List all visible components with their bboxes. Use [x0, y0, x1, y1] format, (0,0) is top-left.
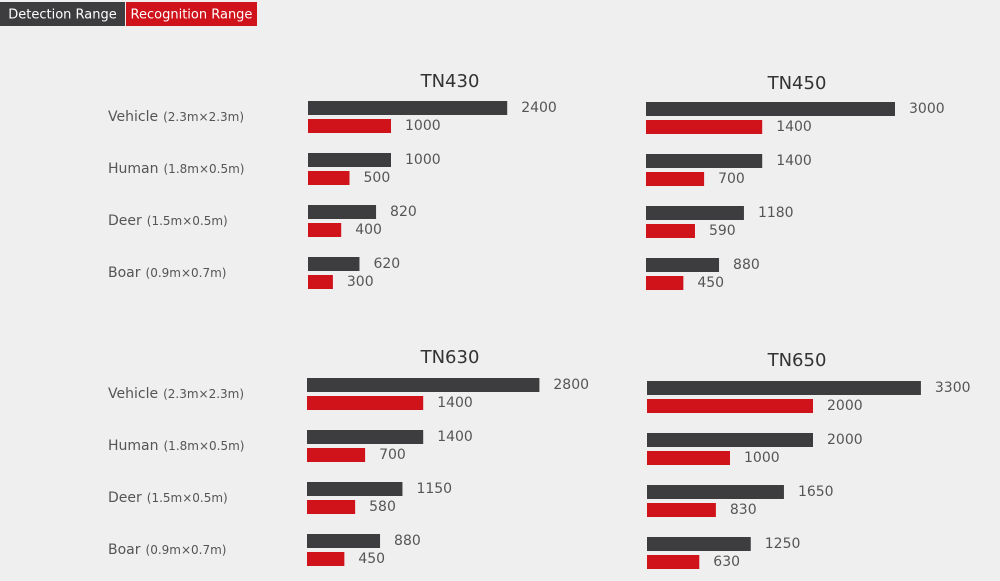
category-label: Boar (0.9m×0.7m)	[108, 542, 226, 558]
value-label: 1150	[416, 481, 452, 497]
value-label: 450	[697, 275, 724, 291]
bar	[646, 224, 695, 238]
bar	[646, 172, 705, 186]
chart-title: TN650	[767, 350, 827, 371]
bar	[647, 537, 751, 551]
value-label: 1000	[405, 118, 441, 134]
value-label: 300	[347, 274, 374, 290]
legend-swatch	[126, 2, 257, 26]
value-label: 580	[369, 499, 396, 515]
bar	[647, 485, 784, 499]
category-note: (1.8m×0.5m)	[164, 162, 245, 176]
bar	[307, 500, 356, 514]
bar	[307, 378, 540, 392]
value-label: 1400	[437, 395, 473, 411]
value-label: 2000	[827, 398, 863, 414]
value-label: 500	[364, 170, 391, 186]
value-label: 1000	[405, 152, 441, 168]
bar	[646, 276, 684, 290]
category-label: Deer (1.5m×0.5m)	[108, 490, 228, 506]
category-note: (1.8m×0.5m)	[164, 439, 245, 453]
legend-swatch	[0, 2, 125, 26]
category-note: (2.3m×2.3m)	[163, 387, 244, 401]
bar	[308, 153, 391, 167]
value-label: 1400	[776, 119, 812, 135]
bar	[647, 451, 730, 465]
bar	[307, 396, 424, 410]
category-note: (2.3m×2.3m)	[163, 110, 244, 124]
bar	[647, 399, 813, 413]
category-note: (1.5m×0.5m)	[147, 214, 228, 228]
value-label: 700	[379, 447, 406, 463]
category-label: Boar (0.9m×0.7m)	[108, 265, 226, 281]
chart-title: TN630	[420, 347, 480, 368]
bar	[647, 555, 700, 569]
bar	[308, 205, 377, 219]
bar	[646, 120, 763, 134]
category-note: (0.9m×0.7m)	[146, 266, 227, 280]
bar	[307, 430, 424, 444]
value-label: 2400	[521, 100, 557, 116]
category-name: Boar	[108, 265, 141, 281]
bar	[646, 102, 895, 116]
value-label: 820	[390, 204, 417, 220]
value-label: 1250	[765, 536, 801, 552]
value-label: 620	[373, 256, 400, 272]
category-name: Human	[108, 438, 159, 454]
bar	[308, 223, 342, 237]
bar	[307, 534, 381, 548]
bar	[307, 482, 403, 496]
category-label: Human (1.8m×0.5m)	[108, 438, 244, 454]
value-label: 830	[730, 502, 757, 518]
bar	[308, 119, 391, 133]
bar	[646, 154, 763, 168]
category-label: Vehicle (2.3m×2.3m)	[108, 386, 244, 402]
bar	[308, 257, 360, 271]
value-label: 3300	[935, 380, 971, 396]
bar	[646, 258, 720, 272]
value-label: 1400	[437, 429, 473, 445]
bar	[307, 552, 345, 566]
bar	[308, 275, 333, 289]
category-label: Human (1.8m×0.5m)	[108, 161, 244, 177]
legend-label: Recognition Range	[131, 8, 253, 23]
bar	[308, 101, 508, 115]
value-label: 700	[718, 171, 745, 187]
value-label: 450	[358, 551, 385, 567]
value-label: 400	[355, 222, 382, 238]
category-note: (1.5m×0.5m)	[147, 491, 228, 505]
bar	[647, 503, 716, 517]
category-name: Deer	[108, 213, 142, 229]
category-name: Deer	[108, 490, 142, 506]
category-name: Boar	[108, 542, 141, 558]
category-label: Vehicle (2.3m×2.3m)	[108, 109, 244, 125]
value-label: 880	[733, 257, 760, 273]
chart-title: TN450	[767, 73, 827, 94]
value-label: 590	[709, 223, 736, 239]
category-name: Human	[108, 161, 159, 177]
value-label: 1400	[776, 153, 812, 169]
category-name: Vehicle	[108, 386, 158, 402]
value-label: 3000	[909, 101, 945, 117]
value-label: 1000	[744, 450, 780, 466]
chart-title: TN430	[420, 71, 480, 92]
bar	[647, 381, 921, 395]
bar	[646, 206, 744, 220]
bar	[307, 448, 366, 462]
value-label: 1650	[798, 484, 834, 500]
bar	[647, 433, 813, 447]
value-label: 2000	[827, 432, 863, 448]
value-label: 880	[394, 533, 421, 549]
value-label: 1180	[758, 205, 794, 221]
value-label: 630	[713, 554, 740, 570]
category-name: Vehicle	[108, 109, 158, 125]
legend-label: Detection Range	[8, 8, 117, 23]
category-note: (0.9m×0.7m)	[146, 543, 227, 557]
bar	[308, 171, 350, 185]
category-label: Deer (1.5m×0.5m)	[108, 213, 228, 229]
value-label: 2800	[553, 377, 589, 393]
